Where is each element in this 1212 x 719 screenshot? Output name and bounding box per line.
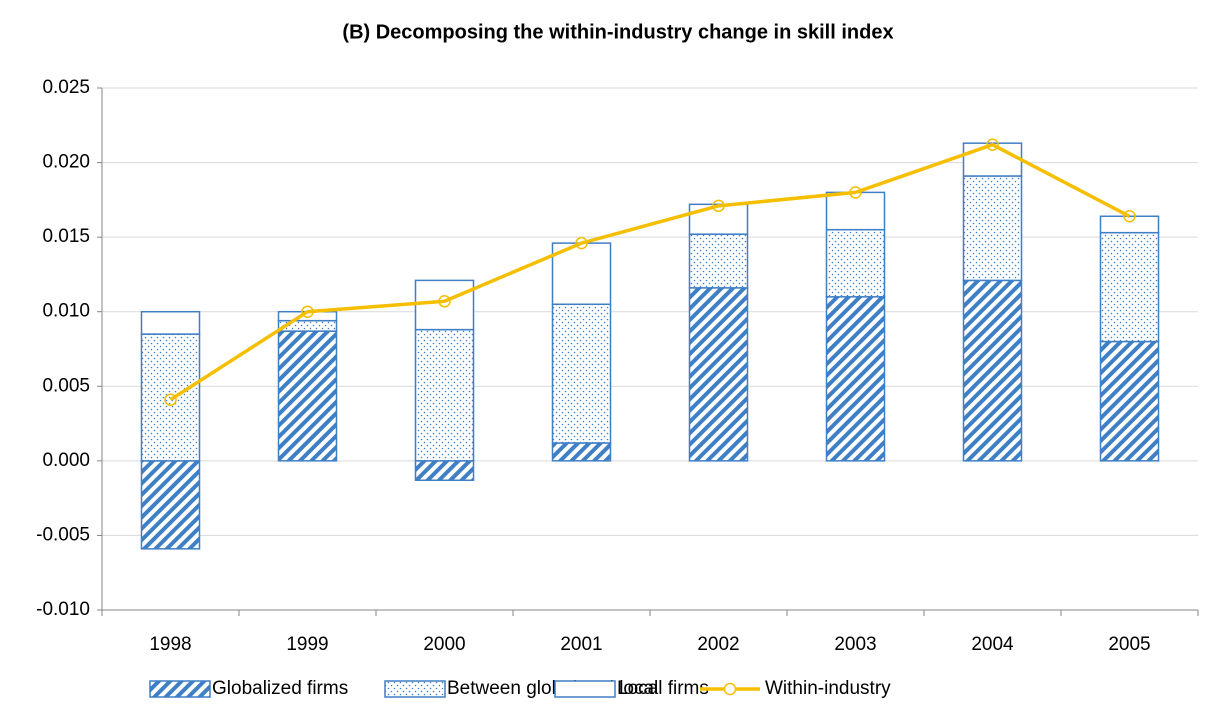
legend-label: Within-industry: [765, 678, 891, 699]
bar: [414, 460, 475, 481]
x-tick-label: 2001: [560, 634, 602, 655]
legend-label: Local firms: [617, 678, 709, 699]
bar: [414, 328, 475, 462]
y-tick-label: 0.025: [42, 77, 90, 98]
y-tick-label: 0.000: [42, 450, 90, 471]
line: [169, 142, 1131, 402]
y-tick-label: 0.010: [42, 301, 90, 322]
bar: [551, 442, 612, 462]
marker: [438, 295, 451, 308]
bar: [825, 191, 886, 231]
y-tick-label: 0.020: [42, 152, 90, 173]
bar: [962, 279, 1023, 462]
marker: [575, 236, 588, 250]
y-tick-label: -0.010: [36, 599, 90, 620]
bar: [140, 333, 201, 462]
x-tick-label: 2000: [423, 634, 465, 655]
bar: [962, 142, 1023, 177]
x-tick-label: 1999: [286, 634, 328, 655]
bar: [1099, 231, 1160, 343]
bar: [688, 287, 749, 462]
bar: [1099, 340, 1160, 462]
y-tick-label: -0.005: [36, 524, 90, 545]
legend-swatch: [384, 680, 446, 698]
y-tick-label: 0.005: [42, 375, 90, 396]
legend-label: Globalized firms: [212, 678, 348, 699]
bar: [414, 279, 475, 331]
bar: [140, 310, 201, 335]
x-tick-label: 2003: [834, 634, 876, 655]
marker: [301, 305, 314, 318]
marker: [849, 186, 862, 199]
x-tick-label: 2005: [1108, 634, 1150, 655]
bar: [277, 330, 338, 462]
bar: [825, 296, 886, 462]
marker: [986, 138, 999, 151]
legend-marker: [723, 682, 737, 696]
marker: [712, 199, 725, 213]
bar: [140, 460, 201, 550]
x-tick-label: 2002: [697, 634, 739, 655]
marker: [1123, 210, 1136, 223]
bar: [551, 242, 612, 306]
chart-title: (B) Decomposing the within-industry chan…: [342, 21, 893, 43]
bar: [688, 203, 749, 235]
marker: [164, 393, 177, 406]
bar: [688, 233, 749, 289]
y-tick-label: 0.015: [42, 226, 90, 247]
legend-swatch: [554, 680, 616, 698]
bar: [962, 175, 1023, 282]
legend-swatch: [149, 680, 211, 698]
bar: [1099, 215, 1160, 234]
x-tick-label: 1998: [149, 634, 191, 655]
x-tick-label: 2004: [971, 634, 1014, 655]
bar: [551, 303, 612, 444]
bar: [825, 228, 886, 298]
